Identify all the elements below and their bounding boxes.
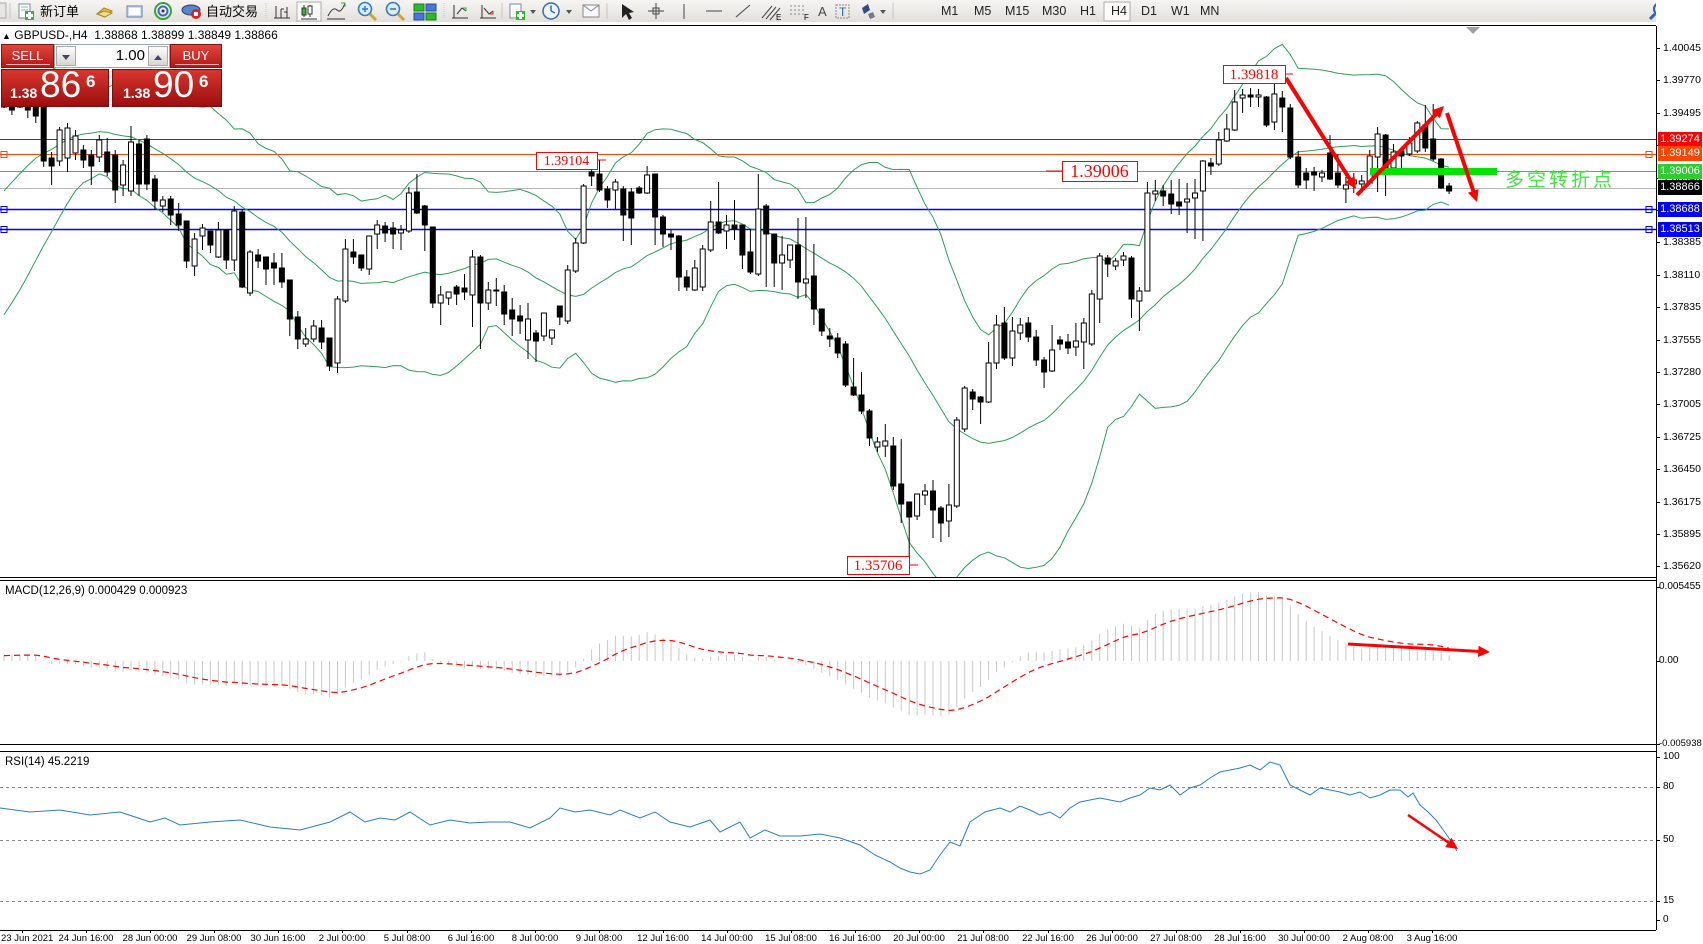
svg-text:M5: M5 — [974, 4, 991, 18]
svg-text:1.35706: 1.35706 — [854, 558, 903, 574]
svg-text:MN: MN — [1200, 4, 1219, 18]
svg-text:M1: M1 — [941, 4, 958, 18]
svg-text:A: A — [818, 4, 827, 19]
svg-text:新订单: 新订单 — [40, 4, 79, 19]
svg-text:1.39104: 1.39104 — [544, 154, 590, 169]
svg-text:F: F — [804, 13, 809, 22]
svg-text:多空转折点: 多空转折点 — [1505, 169, 1615, 191]
svg-text:M15: M15 — [1005, 4, 1029, 18]
svg-text:H1: H1 — [1080, 4, 1096, 18]
svg-text:D1: D1 — [1141, 4, 1157, 18]
svg-text:H4: H4 — [1111, 4, 1127, 18]
svg-text:1.39818: 1.39818 — [1230, 67, 1279, 83]
svg-text:E: E — [776, 13, 781, 22]
svg-text:T: T — [839, 5, 847, 19]
svg-text:1.39006: 1.39006 — [1070, 161, 1129, 181]
svg-text:M30: M30 — [1042, 4, 1066, 18]
svg-text:W1: W1 — [1171, 4, 1190, 18]
svg-text:自动交易: 自动交易 — [206, 4, 258, 19]
